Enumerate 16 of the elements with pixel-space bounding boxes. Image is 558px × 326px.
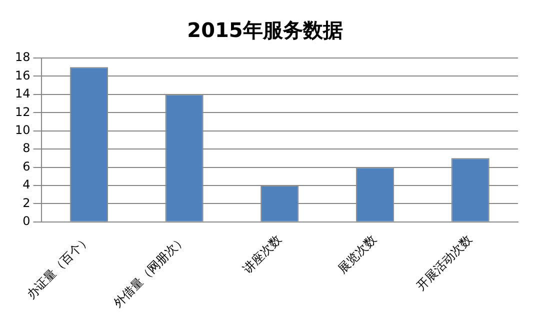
- x-tick-label: 讲座次数: [240, 232, 284, 276]
- x-tick-label: 外借量（网册次）: [110, 232, 189, 310]
- y-tick-label: 12: [14, 104, 30, 119]
- y-tick-label: 16: [14, 68, 30, 82]
- y-tick-label: 6: [22, 159, 30, 174]
- y-tick-label: 18: [14, 50, 30, 64]
- x-tick-label: 展览次数: [335, 232, 380, 276]
- y-tick-label: 2: [22, 196, 30, 210]
- y-tick-label: 8: [22, 141, 30, 156]
- y-tick-label: 10: [14, 122, 30, 137]
- chart-title: 2015年服务数据: [187, 18, 343, 42]
- y-tick-label: 4: [22, 178, 30, 192]
- y-tick-label: 0: [22, 214, 30, 228]
- x-tick-label: 开展活动次数: [414, 232, 475, 294]
- x-tick-label: 办证量（百个）: [24, 232, 94, 302]
- y-tick-label: 14: [14, 86, 30, 101]
